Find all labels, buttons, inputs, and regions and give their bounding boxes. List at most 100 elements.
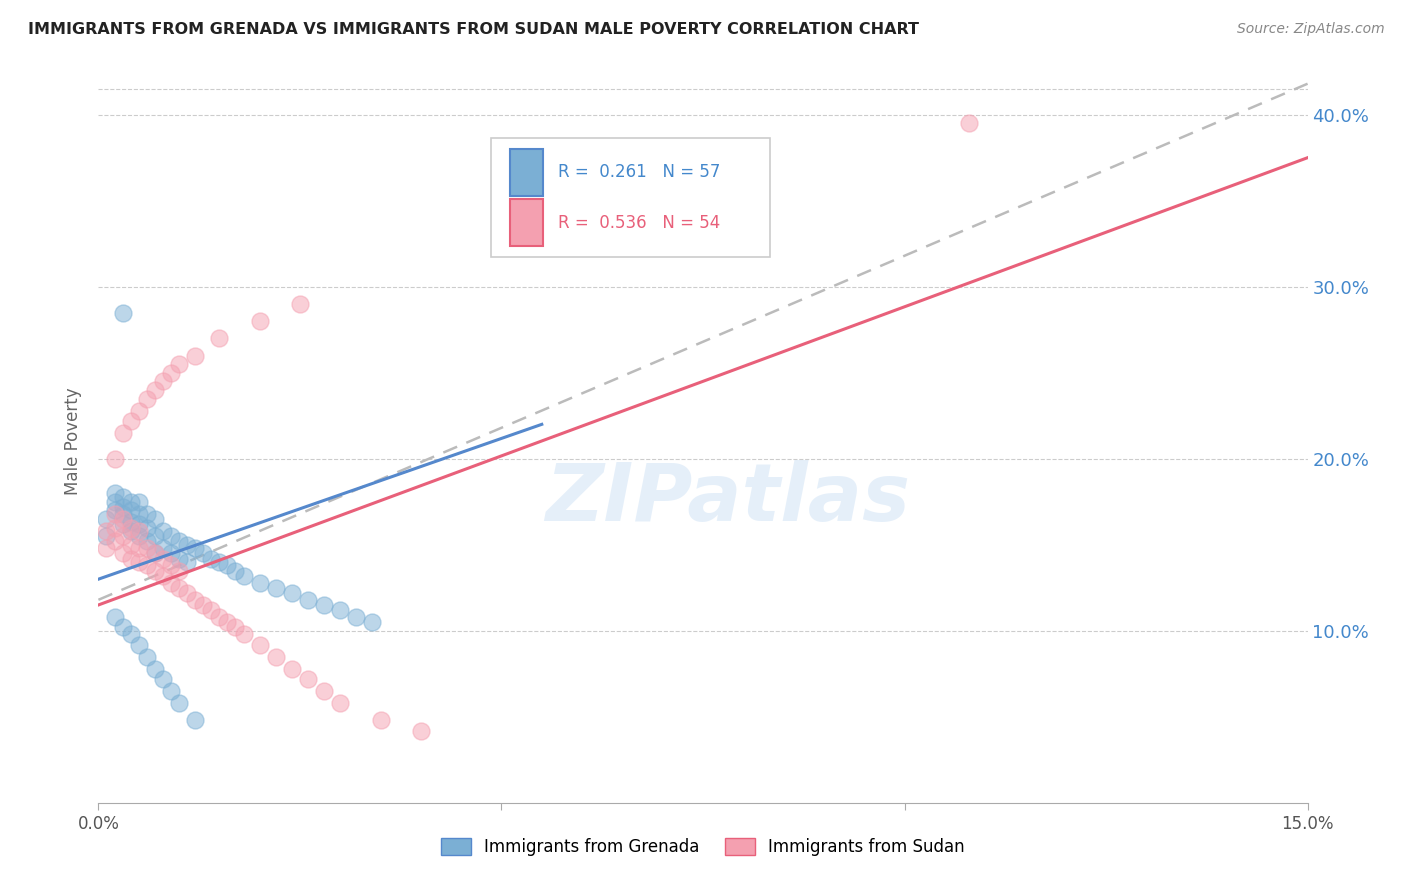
Point <box>314 598 336 612</box>
Point <box>143 512 166 526</box>
Point <box>184 541 207 556</box>
Point <box>111 500 134 514</box>
Text: Source: ZipAtlas.com: Source: ZipAtlas.com <box>1237 22 1385 37</box>
Point <box>135 507 157 521</box>
Point <box>128 524 150 538</box>
Point <box>103 494 125 508</box>
Point <box>281 586 304 600</box>
Point <box>128 529 150 543</box>
Point <box>96 529 118 543</box>
Point <box>184 592 207 607</box>
Point <box>288 297 311 311</box>
Point <box>281 662 304 676</box>
Point <box>167 696 190 710</box>
Point <box>143 662 166 676</box>
Point <box>217 558 239 573</box>
Point <box>409 723 432 738</box>
Legend: Immigrants from Grenada, Immigrants from Sudan: Immigrants from Grenada, Immigrants from… <box>434 831 972 863</box>
Point <box>344 610 367 624</box>
Point <box>249 314 271 328</box>
Point <box>128 555 150 569</box>
Point <box>135 520 157 534</box>
Point <box>111 425 134 440</box>
Point <box>103 503 125 517</box>
Point <box>120 516 142 530</box>
Point <box>152 568 174 582</box>
Point <box>103 507 125 521</box>
Point <box>297 592 319 607</box>
Point <box>96 524 118 538</box>
Point <box>160 546 183 560</box>
Point <box>176 586 198 600</box>
Point <box>128 507 150 521</box>
Point <box>111 490 134 504</box>
Point <box>135 558 157 573</box>
Point <box>128 541 150 556</box>
Point <box>111 620 134 634</box>
Point <box>152 375 174 389</box>
Point <box>264 581 287 595</box>
Point <box>224 564 246 578</box>
Point <box>370 713 392 727</box>
Point <box>96 512 118 526</box>
Point <box>111 517 134 532</box>
Point <box>135 392 157 406</box>
Point <box>167 551 190 566</box>
Point <box>152 551 174 566</box>
Bar <box>509 200 543 246</box>
Point <box>111 507 134 521</box>
Point <box>111 305 134 319</box>
Bar <box>509 149 543 196</box>
Point <box>152 541 174 556</box>
Point <box>167 534 190 549</box>
Point <box>176 538 198 552</box>
FancyBboxPatch shape <box>492 138 769 257</box>
Point <box>224 620 246 634</box>
Point <box>103 520 125 534</box>
Point <box>208 610 231 624</box>
Point <box>135 534 157 549</box>
Point <box>128 638 150 652</box>
Point <box>232 627 254 641</box>
Text: IMMIGRANTS FROM GRENADA VS IMMIGRANTS FROM SUDAN MALE POVERTY CORRELATION CHART: IMMIGRANTS FROM GRENADA VS IMMIGRANTS FR… <box>28 22 920 37</box>
Point <box>152 672 174 686</box>
Point <box>143 546 166 560</box>
Point <box>249 638 271 652</box>
Point <box>176 555 198 569</box>
Point <box>329 603 352 617</box>
Point <box>128 494 150 508</box>
Point <box>111 546 134 560</box>
Point <box>128 403 150 417</box>
Point <box>143 529 166 543</box>
Point <box>143 546 166 560</box>
Point <box>143 564 166 578</box>
Point <box>128 517 150 532</box>
Point <box>120 627 142 641</box>
Point <box>361 615 384 630</box>
Text: R =  0.261   N = 57: R = 0.261 N = 57 <box>558 163 720 181</box>
Point <box>120 551 142 566</box>
Point <box>96 541 118 556</box>
Point <box>167 581 190 595</box>
Point <box>208 331 231 345</box>
Point <box>120 520 142 534</box>
Point <box>297 672 319 686</box>
Point <box>135 541 157 556</box>
Text: ZIPatlas: ZIPatlas <box>544 460 910 539</box>
Point <box>160 575 183 590</box>
Point <box>103 534 125 549</box>
Point <box>143 383 166 397</box>
Point <box>160 366 183 380</box>
Point <box>103 451 125 466</box>
Point <box>160 529 183 543</box>
Point <box>314 684 336 698</box>
Point <box>200 603 222 617</box>
Point <box>193 598 215 612</box>
Point <box>120 503 142 517</box>
Point <box>264 649 287 664</box>
Point <box>184 713 207 727</box>
Point <box>103 610 125 624</box>
Point <box>111 529 134 543</box>
Point <box>957 116 980 130</box>
Point <box>160 684 183 698</box>
